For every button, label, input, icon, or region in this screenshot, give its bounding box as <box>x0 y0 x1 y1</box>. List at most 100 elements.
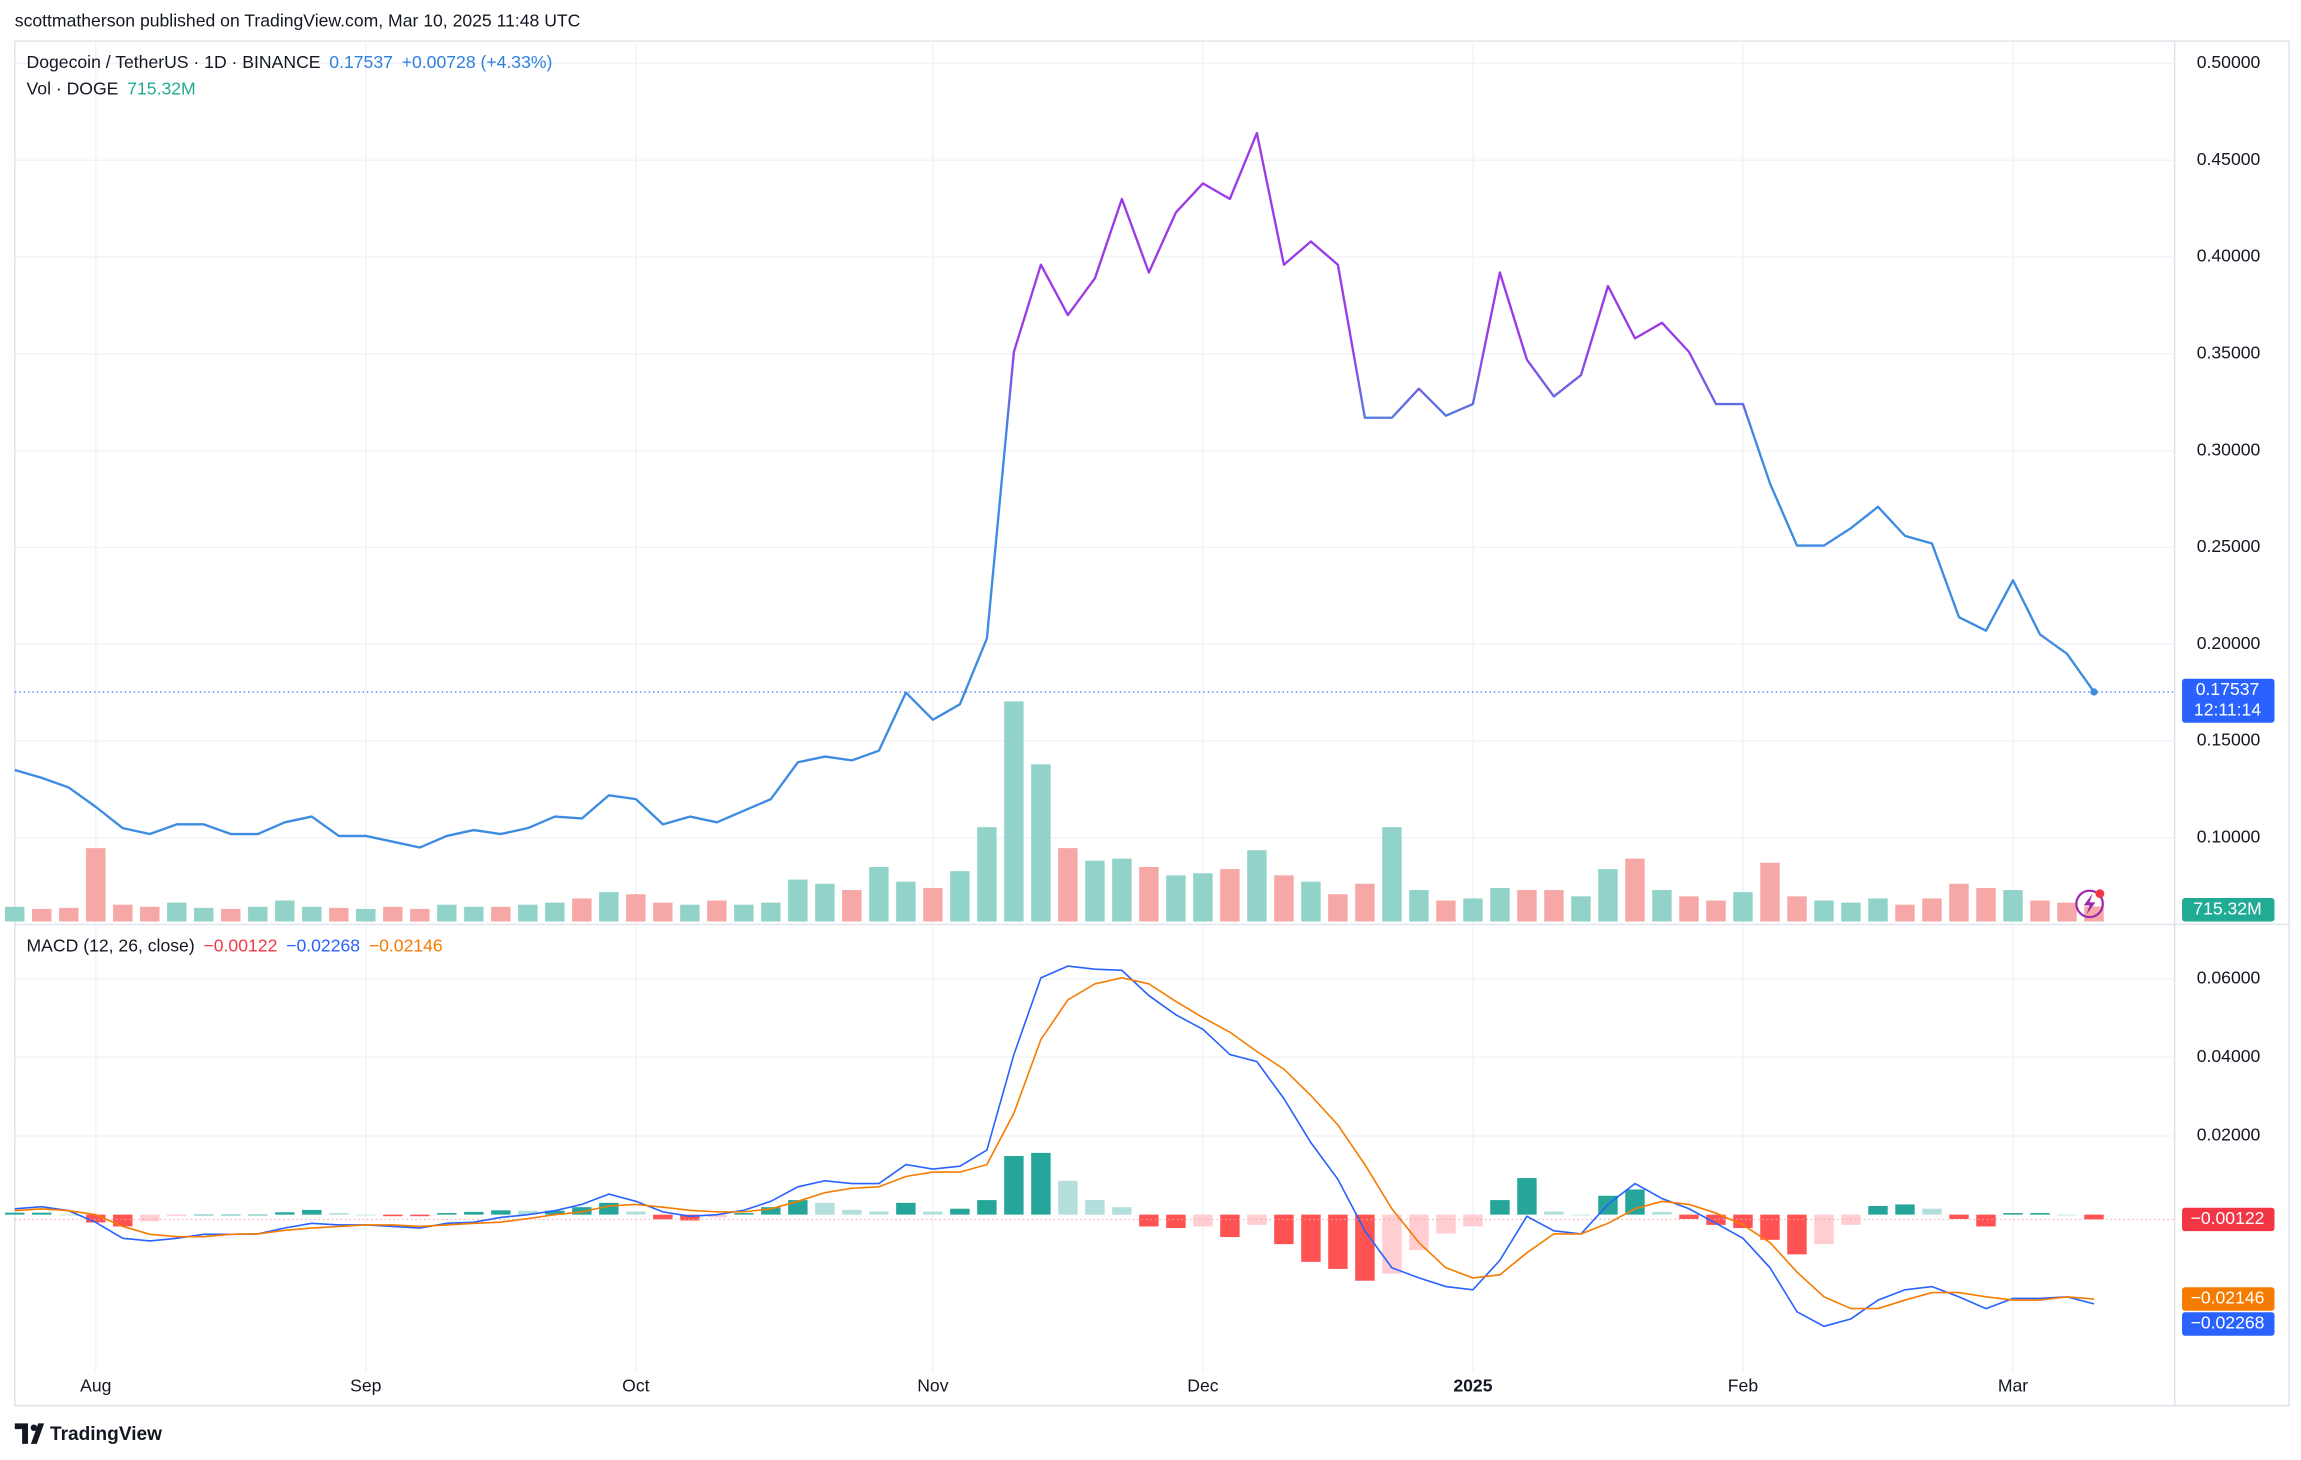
volume-bar <box>572 898 592 922</box>
volume-bar <box>1544 890 1564 922</box>
volume-bar <box>896 881 916 922</box>
volume-bar <box>1139 866 1159 922</box>
histogram-bar <box>113 1214 133 1227</box>
price-legend: Dogecoin / TetherUS · 1D · BINANCE 0.1753… <box>27 52 553 72</box>
histogram-bar <box>1382 1214 1402 1274</box>
histogram-bar <box>626 1211 646 1215</box>
last-price: 0.17537 <box>329 52 393 72</box>
histogram-bar <box>680 1214 700 1221</box>
histogram-bar <box>1787 1214 1807 1255</box>
histogram-bar <box>896 1202 916 1215</box>
volume-bar <box>356 908 376 922</box>
histogram-label: −0.00122 <box>2191 1208 2265 1228</box>
y-tick-label: 0.45000 <box>2197 149 2261 169</box>
volume-bar <box>2030 900 2050 922</box>
volume-bar <box>1517 890 1537 922</box>
histogram-bar <box>86 1214 106 1223</box>
histogram-bar <box>1652 1211 1672 1215</box>
grid-layer <box>14 41 2175 1372</box>
histogram-bar <box>383 1214 403 1217</box>
volume-bar <box>410 908 430 922</box>
x-tick-label: Nov <box>917 1375 948 1395</box>
macd-label-box <box>2182 1287 2275 1311</box>
histogram-bar <box>32 1212 52 1215</box>
volume-bar <box>1220 869 1240 922</box>
footer-logo: TradingView <box>14 1423 162 1445</box>
volume-label: 715.32M <box>2193 898 2261 918</box>
histogram-bar <box>1031 1152 1051 1215</box>
histogram-bar <box>1895 1204 1915 1215</box>
histogram-bar <box>1922 1208 1942 1215</box>
histogram-bar <box>491 1210 511 1215</box>
volume-bar <box>1895 904 1915 922</box>
histogram-bar <box>1544 1211 1564 1215</box>
last-point <box>2090 688 2098 696</box>
macd-label-box <box>2182 1312 2275 1336</box>
histogram-bar <box>869 1211 889 1215</box>
histogram-bar <box>1355 1214 1375 1281</box>
price-label-box <box>2182 678 2275 723</box>
histogram-bar <box>1463 1214 1483 1227</box>
symbol-title: Dogecoin / TetherUS · 1D · BINANCE <box>27 52 321 72</box>
price-line <box>14 131 2095 849</box>
histogram-bar <box>1004 1156 1024 1215</box>
y-tick-label: 0.02000 <box>2197 1125 2261 1145</box>
volume-bar <box>2057 902 2077 922</box>
histogram-bar <box>275 1212 295 1215</box>
histogram-bar <box>1436 1214 1456 1234</box>
x-tick-label: Mar <box>1998 1375 2028 1395</box>
volume-bar <box>1706 900 1726 922</box>
histogram-bar <box>248 1214 268 1216</box>
volume-bar <box>977 827 997 922</box>
macd-legend: MACD (12, 26, close) −0.00122 −0.02268 −0.0… <box>27 935 443 955</box>
histogram-label-box <box>2182 1207 2275 1232</box>
histogram-bar <box>1517 1178 1537 1215</box>
macd-title: MACD (12, 26, close) <box>27 935 195 955</box>
volume-bar <box>1247 850 1267 922</box>
histogram-bar <box>1868 1205 1888 1215</box>
histogram-bar <box>221 1214 241 1216</box>
histogram-bar <box>2030 1213 2050 1215</box>
histogram-bar <box>761 1207 781 1215</box>
histogram-bar <box>1328 1214 1348 1269</box>
histogram-bar <box>1193 1214 1213 1227</box>
chart-frame <box>14 40 2290 1407</box>
histogram-bar <box>2003 1213 2023 1215</box>
histogram-bar <box>788 1200 808 1215</box>
volume-bar <box>815 883 835 922</box>
volume-bar <box>437 904 457 922</box>
histogram-bar <box>1814 1214 1834 1245</box>
volume-bar <box>113 904 133 922</box>
volume-bar <box>329 907 349 922</box>
macd-label: −0.02268 <box>2191 1313 2265 1333</box>
volume-bar <box>383 906 403 922</box>
volume-bar <box>869 866 889 922</box>
histogram-bar <box>2084 1214 2104 1220</box>
volume-bar <box>1193 873 1213 922</box>
x-tick-label: 2025 <box>1453 1375 1492 1395</box>
histogram-bar <box>356 1214 376 1216</box>
volume-bar <box>302 906 322 922</box>
histogram-bar <box>1706 1214 1726 1225</box>
volume-bar <box>1787 896 1807 922</box>
volume-bar <box>1004 701 1024 922</box>
histogram-bar <box>302 1209 322 1215</box>
volume-bar <box>923 887 943 922</box>
volume-bar <box>491 906 511 922</box>
y-tick-label: 0.50000 <box>2197 52 2261 72</box>
histogram-bar <box>329 1213 349 1215</box>
histogram-bar <box>1760 1214 1780 1240</box>
y-tick-label: 0.40000 <box>2197 246 2261 266</box>
histogram-bar <box>923 1211 943 1215</box>
histogram-bar <box>842 1209 862 1215</box>
histogram-bar <box>1220 1214 1240 1238</box>
volume-bar <box>194 907 214 922</box>
histogram-bar <box>734 1213 754 1215</box>
y-tick-label: 0.25000 <box>2197 536 2261 556</box>
label-layer: Aug Sep Oct Nov Dec 2025 Feb Mar 0.10000 0.15000 0… <box>80 52 2275 1395</box>
y-tick-label: 0.30000 <box>2197 439 2261 459</box>
volume-label-box <box>2182 898 2275 922</box>
histogram-bar <box>977 1200 997 1215</box>
histogram-bar <box>464 1211 484 1215</box>
histogram-bar <box>140 1214 160 1222</box>
